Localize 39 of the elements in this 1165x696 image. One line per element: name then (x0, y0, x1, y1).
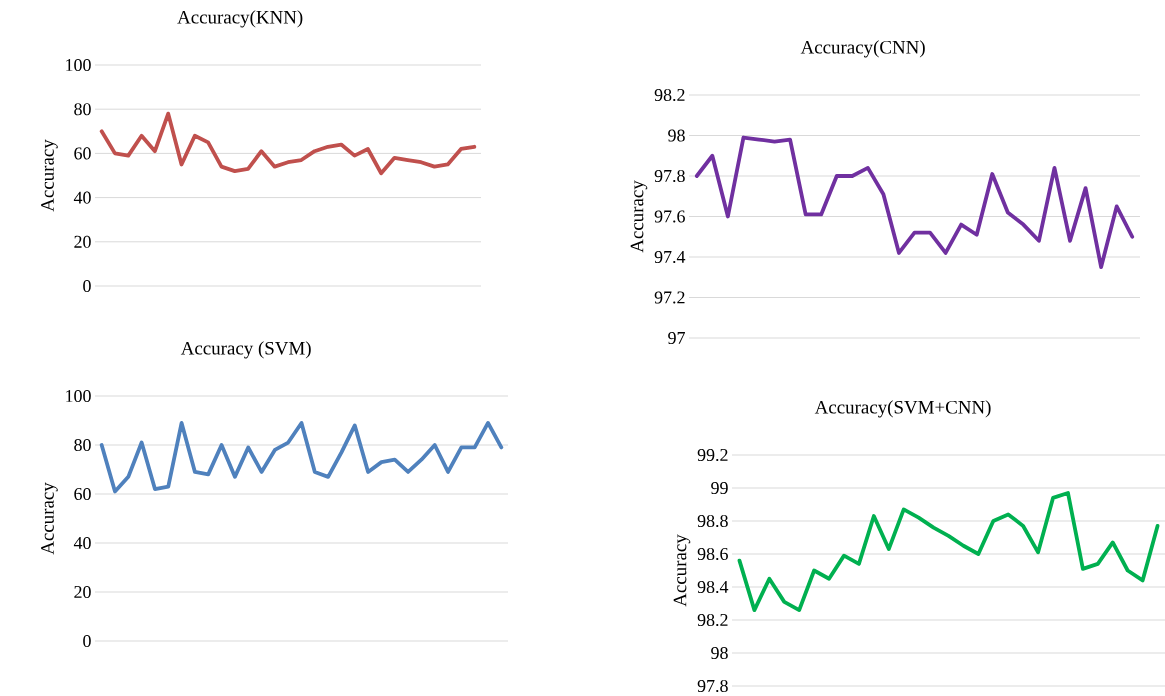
y-tick-label: 0 (83, 634, 91, 648)
y-tick-label: 99 (711, 481, 728, 495)
y-axis-title: Accuracy (673, 534, 691, 607)
y-axis-title: Accuracy (41, 482, 58, 555)
y-tick-label: 99.2 (697, 448, 728, 462)
y-tick-label: 98 (711, 646, 728, 660)
y-tick-label: 97.4 (654, 250, 686, 264)
chart-title: Accuracy(SVM+CNN) (814, 400, 991, 418)
y-tick-label: 60 (74, 147, 91, 160)
line-series (694, 135, 1135, 270)
chart-title: Accuracy(KNN) (177, 10, 303, 28)
y-axis-title: Accuracy (630, 180, 648, 253)
y-tick-label: 20 (74, 585, 91, 599)
y-tick-label: 98.2 (654, 88, 685, 102)
y-axis-title: Accuracy (41, 139, 58, 212)
chart-title: Accuracy(CNN) (800, 40, 925, 58)
y-tick-label: 100 (66, 58, 91, 72)
y-tick-label: 0 (83, 279, 91, 293)
y-tick-label: 80 (74, 103, 91, 116)
y-tick-label: 98 (668, 129, 685, 142)
y-tick-label: 97 (668, 331, 685, 345)
y-tick-label: 20 (74, 235, 91, 248)
y-tick-label: 97.8 (697, 679, 728, 693)
y-tick-label: 97.2 (654, 291, 685, 304)
y-tick-label: 98.8 (697, 514, 728, 528)
y-tick-label: 97.6 (654, 210, 685, 223)
y-tick-label: 97.8 (654, 169, 685, 183)
line-series (99, 421, 504, 494)
y-tick-label: 98.4 (697, 580, 729, 594)
y-tick-label: 60 (74, 487, 91, 501)
chart-title: Accuracy (SVM) (180, 341, 311, 359)
y-tick-label: 98.6 (697, 547, 728, 561)
line-series (99, 111, 477, 176)
line-series (737, 491, 1160, 612)
y-tick-label: 98.2 (697, 613, 728, 627)
y-tick-label: 100 (66, 389, 91, 403)
y-tick-label: 80 (74, 438, 91, 452)
y-tick-label: 40 (73, 536, 91, 550)
y-tick-label: 40 (73, 191, 91, 204)
